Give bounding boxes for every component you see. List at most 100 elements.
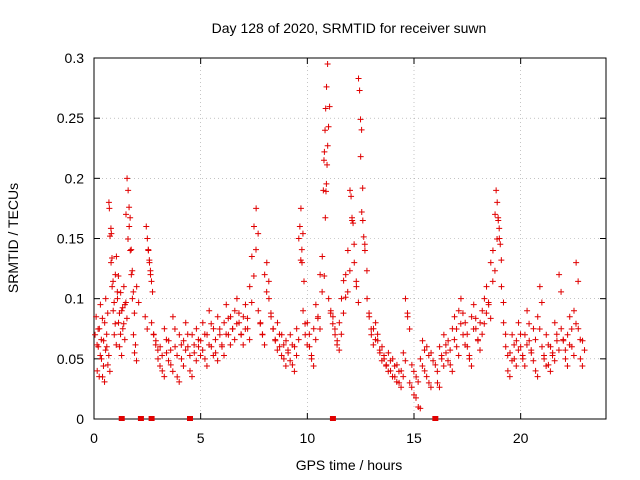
data-point <box>436 384 443 391</box>
data-point <box>496 235 503 242</box>
data-point <box>500 299 507 306</box>
data-point <box>358 126 365 133</box>
data-point <box>250 273 257 280</box>
data-point <box>400 373 407 380</box>
data-point <box>479 331 486 338</box>
data-point <box>385 349 392 356</box>
data-point <box>359 185 366 192</box>
data-point <box>324 161 331 168</box>
data-point <box>172 343 179 350</box>
data-point <box>227 313 234 320</box>
data-point <box>319 253 326 260</box>
data-point <box>236 319 243 326</box>
data-point <box>274 347 281 354</box>
data-point <box>475 337 481 344</box>
data-point <box>355 75 362 82</box>
data-point <box>195 343 202 350</box>
data-point <box>483 283 490 290</box>
data-point <box>515 347 522 354</box>
data-point <box>306 343 313 350</box>
y-tick-label: 0.3 <box>65 50 85 66</box>
data-point <box>379 343 385 350</box>
data-point <box>366 313 373 320</box>
data-point <box>459 310 466 317</box>
data-point <box>541 355 548 362</box>
data-point <box>101 378 108 385</box>
data-point <box>212 336 219 343</box>
data-point <box>116 343 123 350</box>
data-point <box>99 315 106 322</box>
data-point <box>297 205 304 212</box>
data-point <box>568 343 575 350</box>
data-point <box>272 337 279 344</box>
data-point <box>159 367 166 374</box>
data-point <box>130 331 137 338</box>
data-point <box>125 235 131 242</box>
data-point <box>438 355 445 362</box>
data-point <box>235 310 242 317</box>
data-point <box>477 347 483 354</box>
data-point <box>219 343 225 350</box>
data-point <box>123 315 130 322</box>
data-point <box>312 301 319 308</box>
data-point <box>507 349 513 356</box>
data-point <box>212 349 219 356</box>
data-point <box>146 259 153 266</box>
data-point <box>413 373 420 380</box>
data-point <box>361 241 368 248</box>
x-tick-label: 10 <box>300 430 316 446</box>
data-point <box>321 148 328 155</box>
data-point <box>127 247 134 254</box>
data-point <box>470 301 477 308</box>
data-point <box>372 319 379 326</box>
data-point <box>161 325 168 332</box>
data-point <box>293 325 300 332</box>
data-point <box>130 288 137 295</box>
data-point <box>255 307 262 314</box>
data-point <box>543 331 550 338</box>
data-point <box>532 367 539 374</box>
data-point <box>99 373 106 380</box>
data-point <box>357 153 364 160</box>
data-point <box>111 331 118 338</box>
data-point <box>287 331 294 338</box>
data-point <box>551 357 558 364</box>
data-point <box>571 307 577 314</box>
data-point <box>556 271 563 278</box>
data-point <box>189 331 196 338</box>
data-point <box>113 341 120 348</box>
data-point <box>182 347 189 354</box>
data-point <box>440 331 447 338</box>
data-point <box>356 87 363 94</box>
data-point <box>404 313 411 320</box>
data-point <box>97 301 104 308</box>
data-point <box>363 267 370 274</box>
data-point <box>370 341 377 348</box>
data-point <box>530 357 537 364</box>
data-point <box>440 363 447 370</box>
data-point <box>577 355 584 362</box>
data-point <box>381 355 388 362</box>
data-point <box>95 343 102 350</box>
data-point <box>511 355 518 362</box>
data-point <box>248 299 255 306</box>
data-point <box>383 361 390 368</box>
data-point <box>119 325 126 332</box>
data-point <box>455 307 462 314</box>
data-point <box>113 253 120 260</box>
data-point <box>199 347 206 354</box>
data-point <box>562 355 569 362</box>
data-point <box>276 343 283 350</box>
data-point <box>579 363 586 370</box>
data-point <box>104 361 111 368</box>
data-point <box>526 337 533 344</box>
data-point <box>257 319 264 326</box>
data-point <box>278 331 285 338</box>
data-point <box>320 187 327 194</box>
data-point <box>332 331 339 338</box>
data-point <box>457 320 464 327</box>
data-point <box>481 320 488 327</box>
data-point <box>353 278 360 285</box>
data-point <box>523 341 530 348</box>
x-tick-labels: 0 5 10 15 20 <box>90 430 529 446</box>
